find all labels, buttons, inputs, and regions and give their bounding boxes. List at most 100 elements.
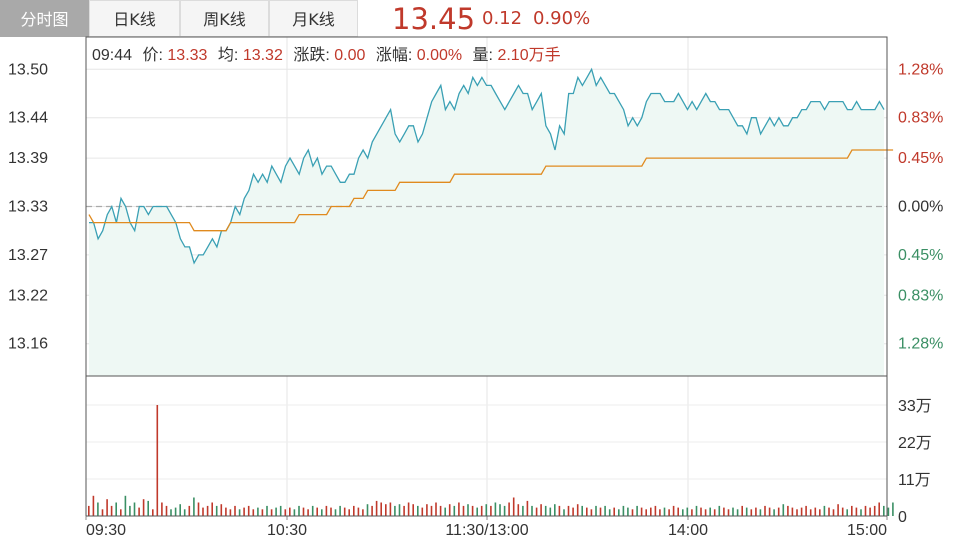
volume-bar	[700, 507, 702, 516]
volume-bar	[723, 507, 725, 516]
volume-tick-label: 33万	[898, 398, 932, 415]
volume-bar	[316, 507, 318, 516]
volume-bar	[330, 507, 332, 516]
volume-bar	[229, 509, 232, 516]
volume-bar	[503, 505, 506, 516]
volume-bar	[348, 509, 350, 516]
volume-bar	[435, 502, 437, 516]
volume-bar	[672, 505, 675, 516]
volume-bar	[417, 505, 419, 516]
tab-weekly-k[interactable]: 周K线	[180, 0, 269, 37]
time-tick-label: 14:00	[668, 522, 708, 539]
price-tick-label: 13.22	[8, 287, 48, 304]
volume-bar	[535, 507, 538, 516]
volume-bar	[567, 505, 570, 516]
volume-bar	[837, 504, 839, 516]
info-avg: 13.32	[243, 47, 283, 64]
volume-bar	[430, 505, 433, 516]
volume-bar	[458, 502, 460, 516]
volume-bar	[860, 509, 862, 516]
volume-bar	[243, 507, 245, 516]
info-chg: 0.00	[334, 47, 365, 64]
volume-bar	[467, 504, 469, 516]
volume-bar	[152, 509, 154, 516]
volume-bar	[284, 509, 287, 516]
volume-bar	[339, 505, 341, 516]
volume-bar	[92, 495, 95, 516]
volume-bar	[709, 507, 711, 516]
volume-bar	[572, 507, 574, 516]
volume-bar	[586, 507, 588, 516]
volume-bar	[563, 509, 565, 516]
volume-bar	[650, 507, 652, 516]
volume-bar	[453, 505, 456, 516]
volume-bar	[645, 509, 647, 516]
volume-bar	[321, 509, 323, 516]
price-tick-label: 13.16	[8, 336, 48, 353]
time-tick-label: 15:00	[847, 522, 887, 539]
volume-bar	[206, 505, 209, 516]
info-price-label: 价:	[143, 47, 163, 64]
volume-bar	[736, 509, 739, 516]
volume-bar	[220, 504, 223, 516]
pct-tick-label: 1.28%	[898, 336, 943, 353]
volume-bar	[855, 507, 858, 516]
volume-bar	[471, 505, 474, 516]
volume-bar	[517, 504, 520, 516]
volume-bar	[828, 507, 830, 516]
volume-bar	[211, 502, 213, 516]
volume-bar	[366, 504, 369, 516]
volume-bar	[864, 505, 867, 516]
volume-bar	[362, 509, 364, 516]
volume-bar	[512, 497, 515, 516]
volume-bar	[654, 505, 657, 516]
volume-bar	[851, 505, 853, 516]
volume-tick-label: 22万	[898, 435, 932, 452]
volume-bar	[270, 509, 273, 516]
volume-bar	[581, 505, 583, 516]
volume-bar	[540, 504, 542, 516]
volume-bar	[636, 505, 638, 516]
info-pct: 0.00%	[417, 47, 462, 64]
volume-bar	[302, 507, 305, 516]
volume-bar	[142, 499, 145, 516]
volume-bar	[407, 502, 410, 516]
volume-bar	[819, 509, 821, 516]
volume-bar	[165, 505, 168, 516]
volume-bar	[608, 509, 611, 516]
volume-bar	[490, 505, 492, 516]
volume-bar	[225, 507, 227, 516]
volume-bar	[311, 505, 314, 516]
volume-bar	[713, 509, 716, 516]
volume-bar	[485, 504, 488, 516]
volume-bar	[883, 505, 885, 516]
volume-bar	[878, 502, 880, 516]
tab-intraday[interactable]: 分时图	[0, 0, 89, 37]
volume-bar	[202, 507, 204, 516]
volume-bar	[179, 504, 181, 516]
volume-bar	[266, 505, 268, 516]
volume-bar	[892, 502, 894, 516]
volume-bar	[787, 505, 789, 516]
volume-bar	[293, 509, 296, 516]
volume-bar	[805, 505, 807, 516]
pct-tick-label: 0.45%	[898, 150, 943, 167]
volume-bar	[129, 505, 131, 516]
volume-bar	[106, 499, 108, 516]
volume-bar	[124, 495, 127, 516]
volume-bar	[375, 500, 378, 516]
volume-bar	[357, 507, 360, 516]
volume-bar	[385, 504, 387, 516]
volume-bar	[234, 505, 236, 516]
volume-bar	[846, 509, 848, 516]
volume-bar	[691, 509, 693, 516]
volume-bar	[389, 502, 392, 516]
volume-bar	[398, 504, 401, 516]
volume-bar	[426, 504, 428, 516]
volume-bar	[307, 509, 309, 516]
price-area-fill	[89, 69, 884, 377]
volume-bar	[188, 505, 191, 516]
info-vol: 2.10万手	[497, 46, 560, 64]
volume-bar	[110, 505, 113, 516]
